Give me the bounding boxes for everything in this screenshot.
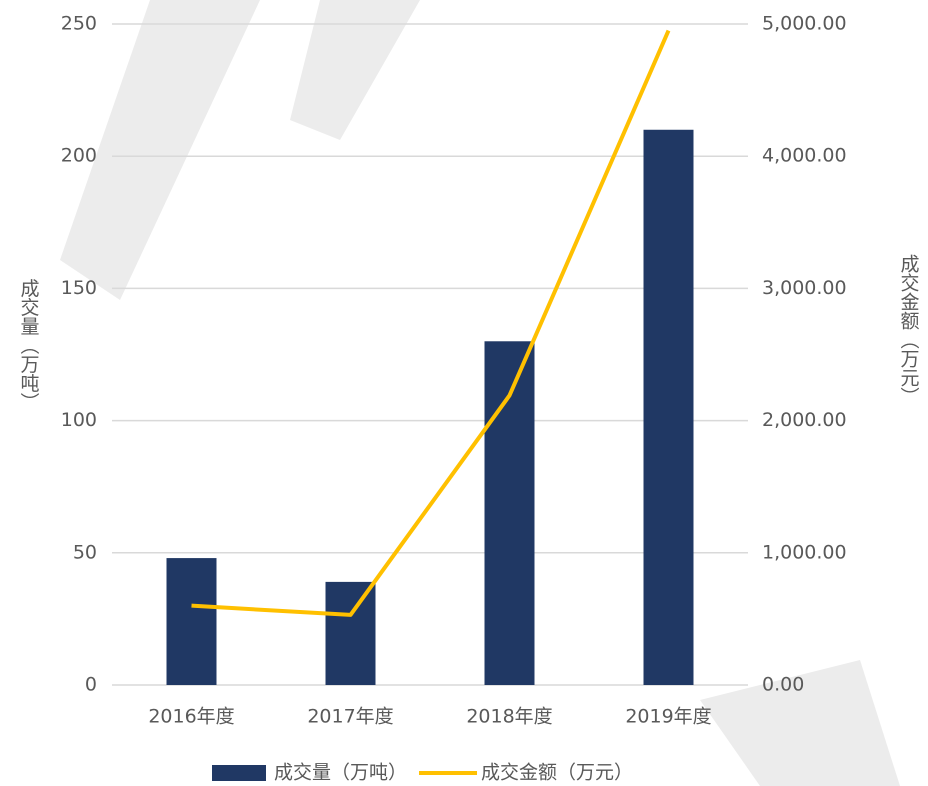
bar	[325, 581, 376, 685]
y-tick-label: 200	[61, 145, 97, 167]
x-tick-label: 2017年度	[307, 706, 393, 728]
line	[191, 29, 671, 617]
y2-tick-label: 3,000.00	[762, 277, 847, 299]
bar	[643, 129, 694, 685]
y2-tick-label: 4,000.00	[762, 145, 847, 167]
y-tick-label: 50	[73, 541, 97, 563]
y2-tick-label: 1,000.00	[762, 541, 847, 563]
y2-tick-label: 0.00	[762, 674, 804, 696]
y2-axis-title: 成交金额（万元）	[898, 254, 920, 406]
y-tick-label: 150	[61, 277, 97, 299]
y-axis-title: 成交量（万吨）	[18, 278, 40, 411]
y-tick-label: 250	[61, 13, 97, 35]
y-tick-label: 0	[85, 674, 97, 696]
legend-label: 成交金额（万元）	[481, 762, 633, 784]
y-tick-label: 100	[61, 409, 97, 431]
watermark	[60, 0, 900, 786]
legend-label: 成交量（万吨）	[274, 762, 407, 784]
x-tick-label: 2019年度	[625, 706, 711, 728]
y2-tick-label: 2,000.00	[762, 409, 847, 431]
x-tick-label: 2018年度	[466, 706, 552, 728]
bar	[166, 558, 217, 685]
x-tick-label: 2016年度	[148, 706, 234, 728]
legend-swatch	[212, 765, 266, 781]
y2-tick-label: 5,000.00	[762, 13, 847, 35]
